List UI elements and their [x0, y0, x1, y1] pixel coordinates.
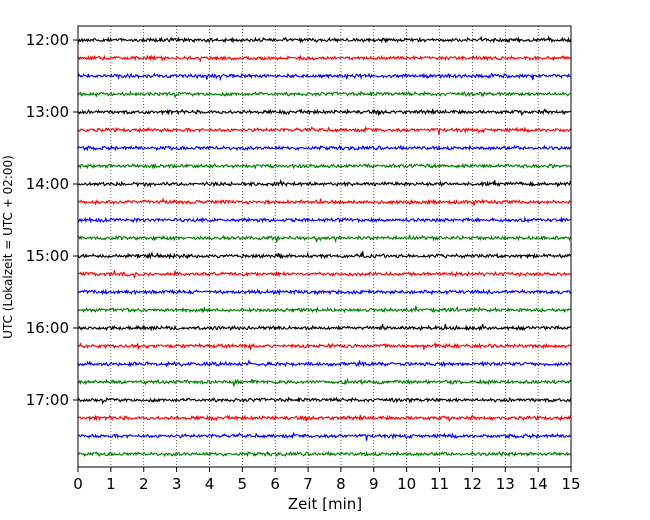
trace-line [77, 197, 572, 206]
trace-line [77, 54, 572, 62]
trace-line [77, 125, 572, 135]
trace-line [77, 234, 572, 244]
y-tick-label: 17:00 [26, 391, 69, 409]
trace-group [77, 35, 572, 458]
x-tick-label: 12 [463, 475, 482, 493]
x-tick-label: 4 [205, 475, 215, 493]
y-axis-label: UTC (Lokalzeit = UTC + 02:00) [1, 155, 15, 339]
trace-line [77, 90, 572, 99]
trace-line [77, 414, 572, 422]
plot-frame [77, 25, 572, 468]
x-tick-label: 13 [496, 475, 515, 493]
x-tick-label: 2 [139, 475, 149, 493]
trace-line [77, 251, 572, 260]
y-tick-label: 13:00 [26, 103, 69, 121]
x-tick-label: 10 [397, 475, 416, 493]
trace-line [77, 72, 572, 82]
trace-line [77, 450, 572, 458]
x-tick-label: 7 [303, 475, 313, 493]
x-tick-label: 5 [238, 475, 248, 493]
trace-line [77, 108, 572, 116]
x-tick-label: 8 [336, 475, 346, 493]
x-tick-label: 1 [106, 475, 116, 493]
plot-background [78, 26, 571, 467]
y-tick-label: 14:00 [26, 175, 69, 193]
trace-line [77, 323, 572, 332]
trace-line [77, 396, 572, 405]
trace-line [77, 215, 572, 224]
y-tick-label: 15:00 [26, 247, 69, 265]
x-tick-label: 11 [430, 475, 449, 493]
x-tick-label: 6 [270, 475, 280, 493]
x-tick-label: 3 [172, 475, 182, 493]
trace-line [77, 35, 572, 44]
trace-line [77, 178, 572, 188]
trace-line [77, 144, 572, 152]
trace-line [77, 431, 572, 441]
trace-line [77, 341, 572, 351]
trace-line [77, 270, 572, 279]
trace-line [77, 162, 572, 170]
x-tick-label: 9 [369, 475, 379, 493]
y-tick-label: 12:00 [26, 31, 69, 49]
x-tick-label: 15 [561, 475, 580, 493]
trace-line [77, 377, 572, 387]
y-tick-label: 16:00 [26, 319, 69, 337]
y-axis: 12:00 13:00 14:00 15:00 16:00 17:00 [26, 31, 78, 409]
trace-line [77, 288, 572, 296]
x-tick-label: 0 [73, 475, 83, 493]
x-axis: 0 1 2 3 4 5 6 7 8 9 10 11 12 13 14 15 [73, 467, 581, 493]
x-axis-label: Zeit [min] [288, 495, 362, 513]
x-tick-label: 14 [529, 475, 548, 493]
trace-line [77, 305, 572, 314]
trace-line [77, 359, 572, 368]
